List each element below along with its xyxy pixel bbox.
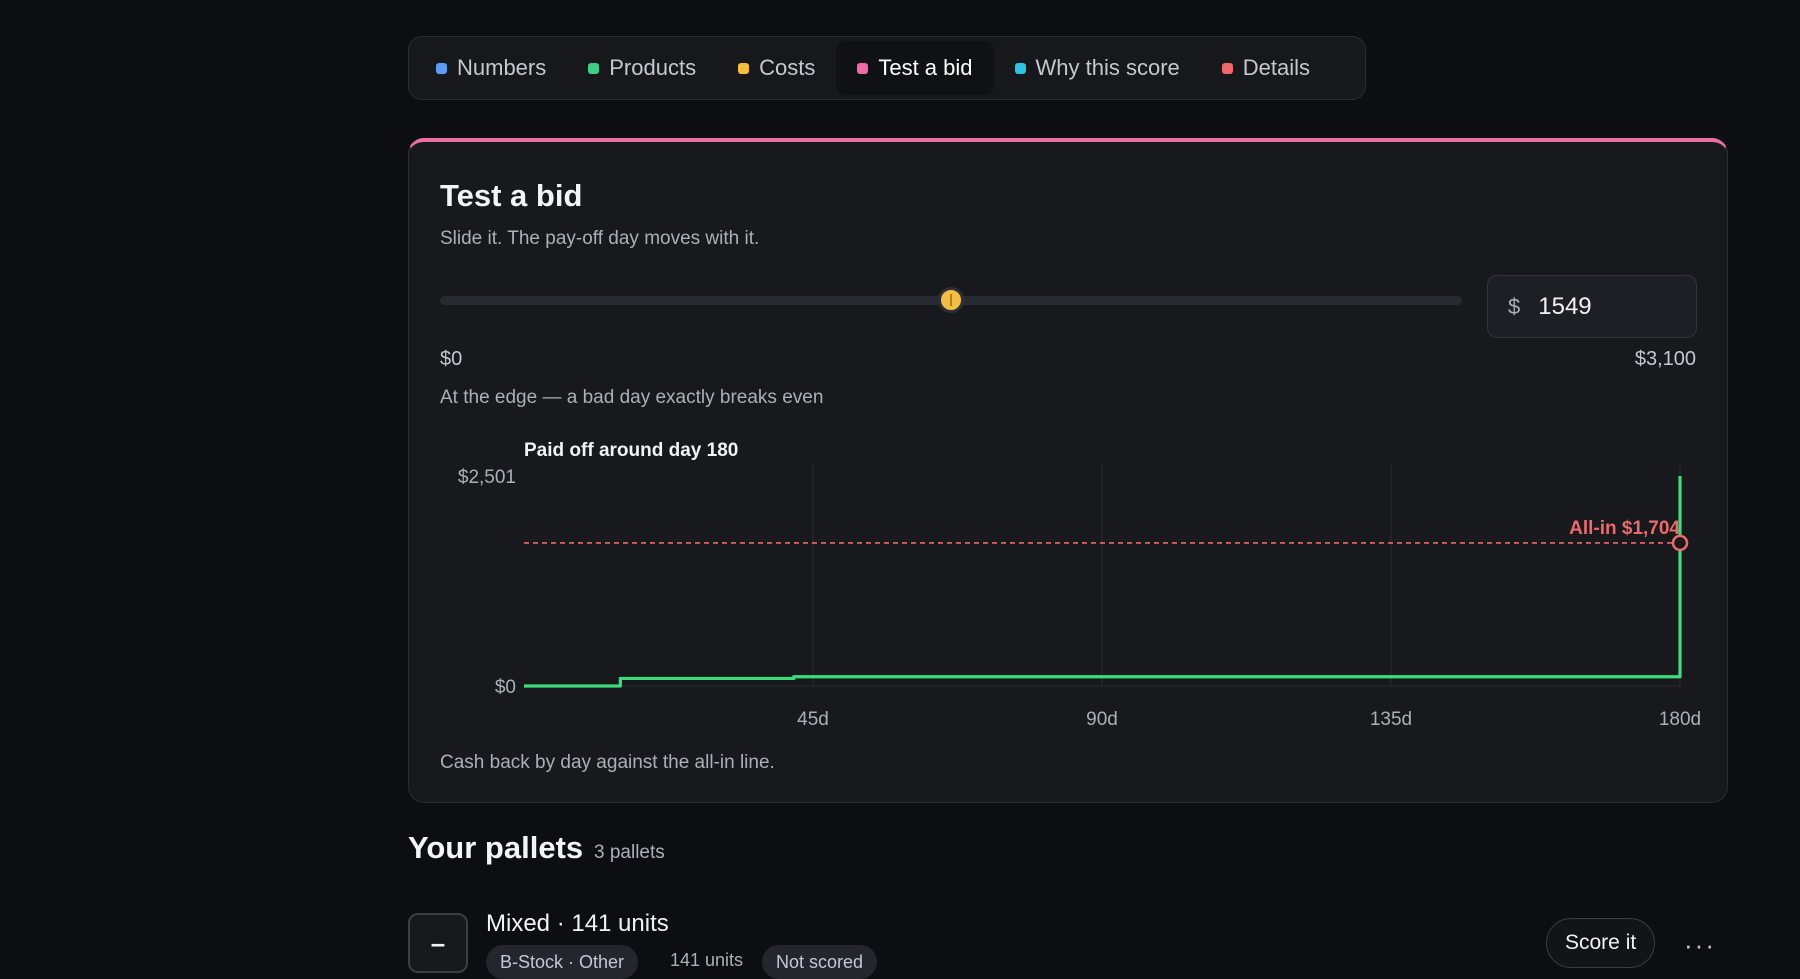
slider-grip-icon <box>950 294 952 306</box>
bid-slider-thumb[interactable] <box>938 287 964 313</box>
pallet-units: 141 units <box>670 950 744 970</box>
tab-color-dot-icon <box>857 62 869 74</box>
tab-label: Why this score <box>1035 55 1180 80</box>
tab-details[interactable]: Details <box>1201 41 1331 95</box>
tab-color-dot-icon <box>738 62 750 74</box>
bid-verdict: At the edge — a bad day exactly breaks e… <box>440 387 824 408</box>
card-subtitle: Slide it. The pay-off day moves with it. <box>440 228 760 249</box>
pallet-collapse-button[interactable]: – <box>408 913 468 973</box>
y-tick-label: $0 <box>495 677 516 698</box>
payback-chart: Paid off around day 180 45d 90d 135d 180d $0 $… <box>409 432 1729 742</box>
tab-products[interactable]: Products <box>567 41 717 95</box>
test-a-bid-card: Test a bid Slide it. The pay-off day mov… <box>408 138 1728 803</box>
tab-color-dot-icon <box>588 62 600 74</box>
tab-label: Products <box>609 55 697 80</box>
chart-caption: Cash back by day against the all-in line… <box>440 752 775 773</box>
tab-test-a-bid[interactable]: Test a bid <box>836 41 994 95</box>
tab-label: Numbers <box>457 55 547 80</box>
cash-back-series-line <box>524 476 1682 688</box>
y-tick-label: $2,501 <box>458 467 516 488</box>
tab-color-dot-icon <box>1014 62 1026 74</box>
currency-symbol: $ <box>1508 293 1521 319</box>
bid-amount-input[interactable] <box>1538 292 1679 321</box>
bid-amount-field[interactable]: $ <box>1487 275 1697 338</box>
pallets-count: 3 pallets <box>594 842 665 863</box>
tab-numbers[interactable]: Numbers <box>415 41 567 95</box>
tab-label: Test a bid <box>878 55 973 80</box>
pallet-category-chip: B-Stock · Other <box>486 945 639 979</box>
breakeven-marker <box>1671 534 1689 552</box>
all-in-label: All-in $1,704 <box>1569 518 1680 539</box>
x-tick-label: 45d <box>797 709 829 730</box>
tab-color-dot-icon <box>1221 62 1233 74</box>
x-tick-label: 90d <box>1086 709 1118 730</box>
x-tick-label: 180d <box>1659 709 1701 730</box>
pallet-status-chip: Not scored <box>762 945 878 979</box>
pallet-title: Mixed · 141 units <box>486 910 669 937</box>
pallets-section-title: Your pallets <box>408 830 584 865</box>
card-title: Test a bid <box>440 178 583 213</box>
range-min-label: $0 <box>440 348 463 370</box>
tab-costs[interactable]: Costs <box>717 41 836 95</box>
tab-bar: Numbers Products Costs Test a bid Why this s… <box>408 36 1366 100</box>
tab-color-dot-icon <box>436 62 447 74</box>
chart-title: Paid off around day 180 <box>524 440 738 461</box>
range-max-label: $3,100 <box>1634 348 1696 370</box>
more-options-icon[interactable]: ··· <box>1684 930 1716 960</box>
tab-why-this-score[interactable]: Why this score <box>994 41 1201 95</box>
tab-label: Details <box>1242 55 1311 80</box>
x-tick-label: 135d <box>1370 709 1412 730</box>
tab-label: Costs <box>759 55 816 80</box>
payback-chart-svg: Paid off around day 180 45d 90d 135d 180d $0 $… <box>458 440 1701 730</box>
score-it-button[interactable]: Score it <box>1546 918 1656 968</box>
